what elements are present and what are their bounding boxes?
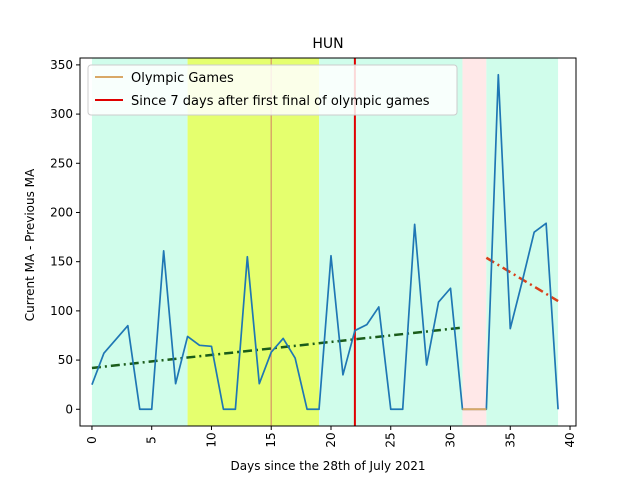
y-tick-label-300: 300 bbox=[50, 107, 73, 121]
y-tick-label-100: 100 bbox=[50, 304, 73, 318]
legend: Olympic Games Since 7 days after first fi… bbox=[88, 65, 457, 115]
y-tick-label-150: 150 bbox=[50, 255, 73, 269]
x-tick-label-40: 40 bbox=[563, 432, 577, 447]
y-tick-label-50: 50 bbox=[58, 353, 73, 367]
legend-label-0: Olympic Games bbox=[131, 71, 234, 86]
x-tick-label-15: 15 bbox=[264, 432, 278, 447]
y-tick-label-350: 350 bbox=[50, 58, 73, 72]
x-tick-label-25: 25 bbox=[384, 432, 398, 447]
x-tick-label-30: 30 bbox=[444, 432, 458, 447]
y-tick-label-250: 250 bbox=[50, 156, 73, 170]
y-tick-label-0: 0 bbox=[65, 402, 73, 416]
x-tick-label-10: 10 bbox=[204, 432, 218, 447]
legend-label-1: Since 7 days after first final of olympi… bbox=[131, 94, 430, 109]
y-tick-label-200: 200 bbox=[50, 205, 73, 219]
chart-title: HUN bbox=[312, 36, 343, 52]
y-axis-label: Current MA - Previous MA bbox=[23, 168, 37, 321]
x-tick-label-20: 20 bbox=[324, 432, 338, 447]
x-tick-label-35: 35 bbox=[503, 432, 517, 447]
x-tick-label-5: 5 bbox=[145, 436, 159, 444]
x-axis-label: Days since the 28th of July 2021 bbox=[231, 459, 426, 473]
x-tick-label-0: 0 bbox=[85, 436, 99, 444]
shaded-region-3 bbox=[462, 58, 486, 426]
